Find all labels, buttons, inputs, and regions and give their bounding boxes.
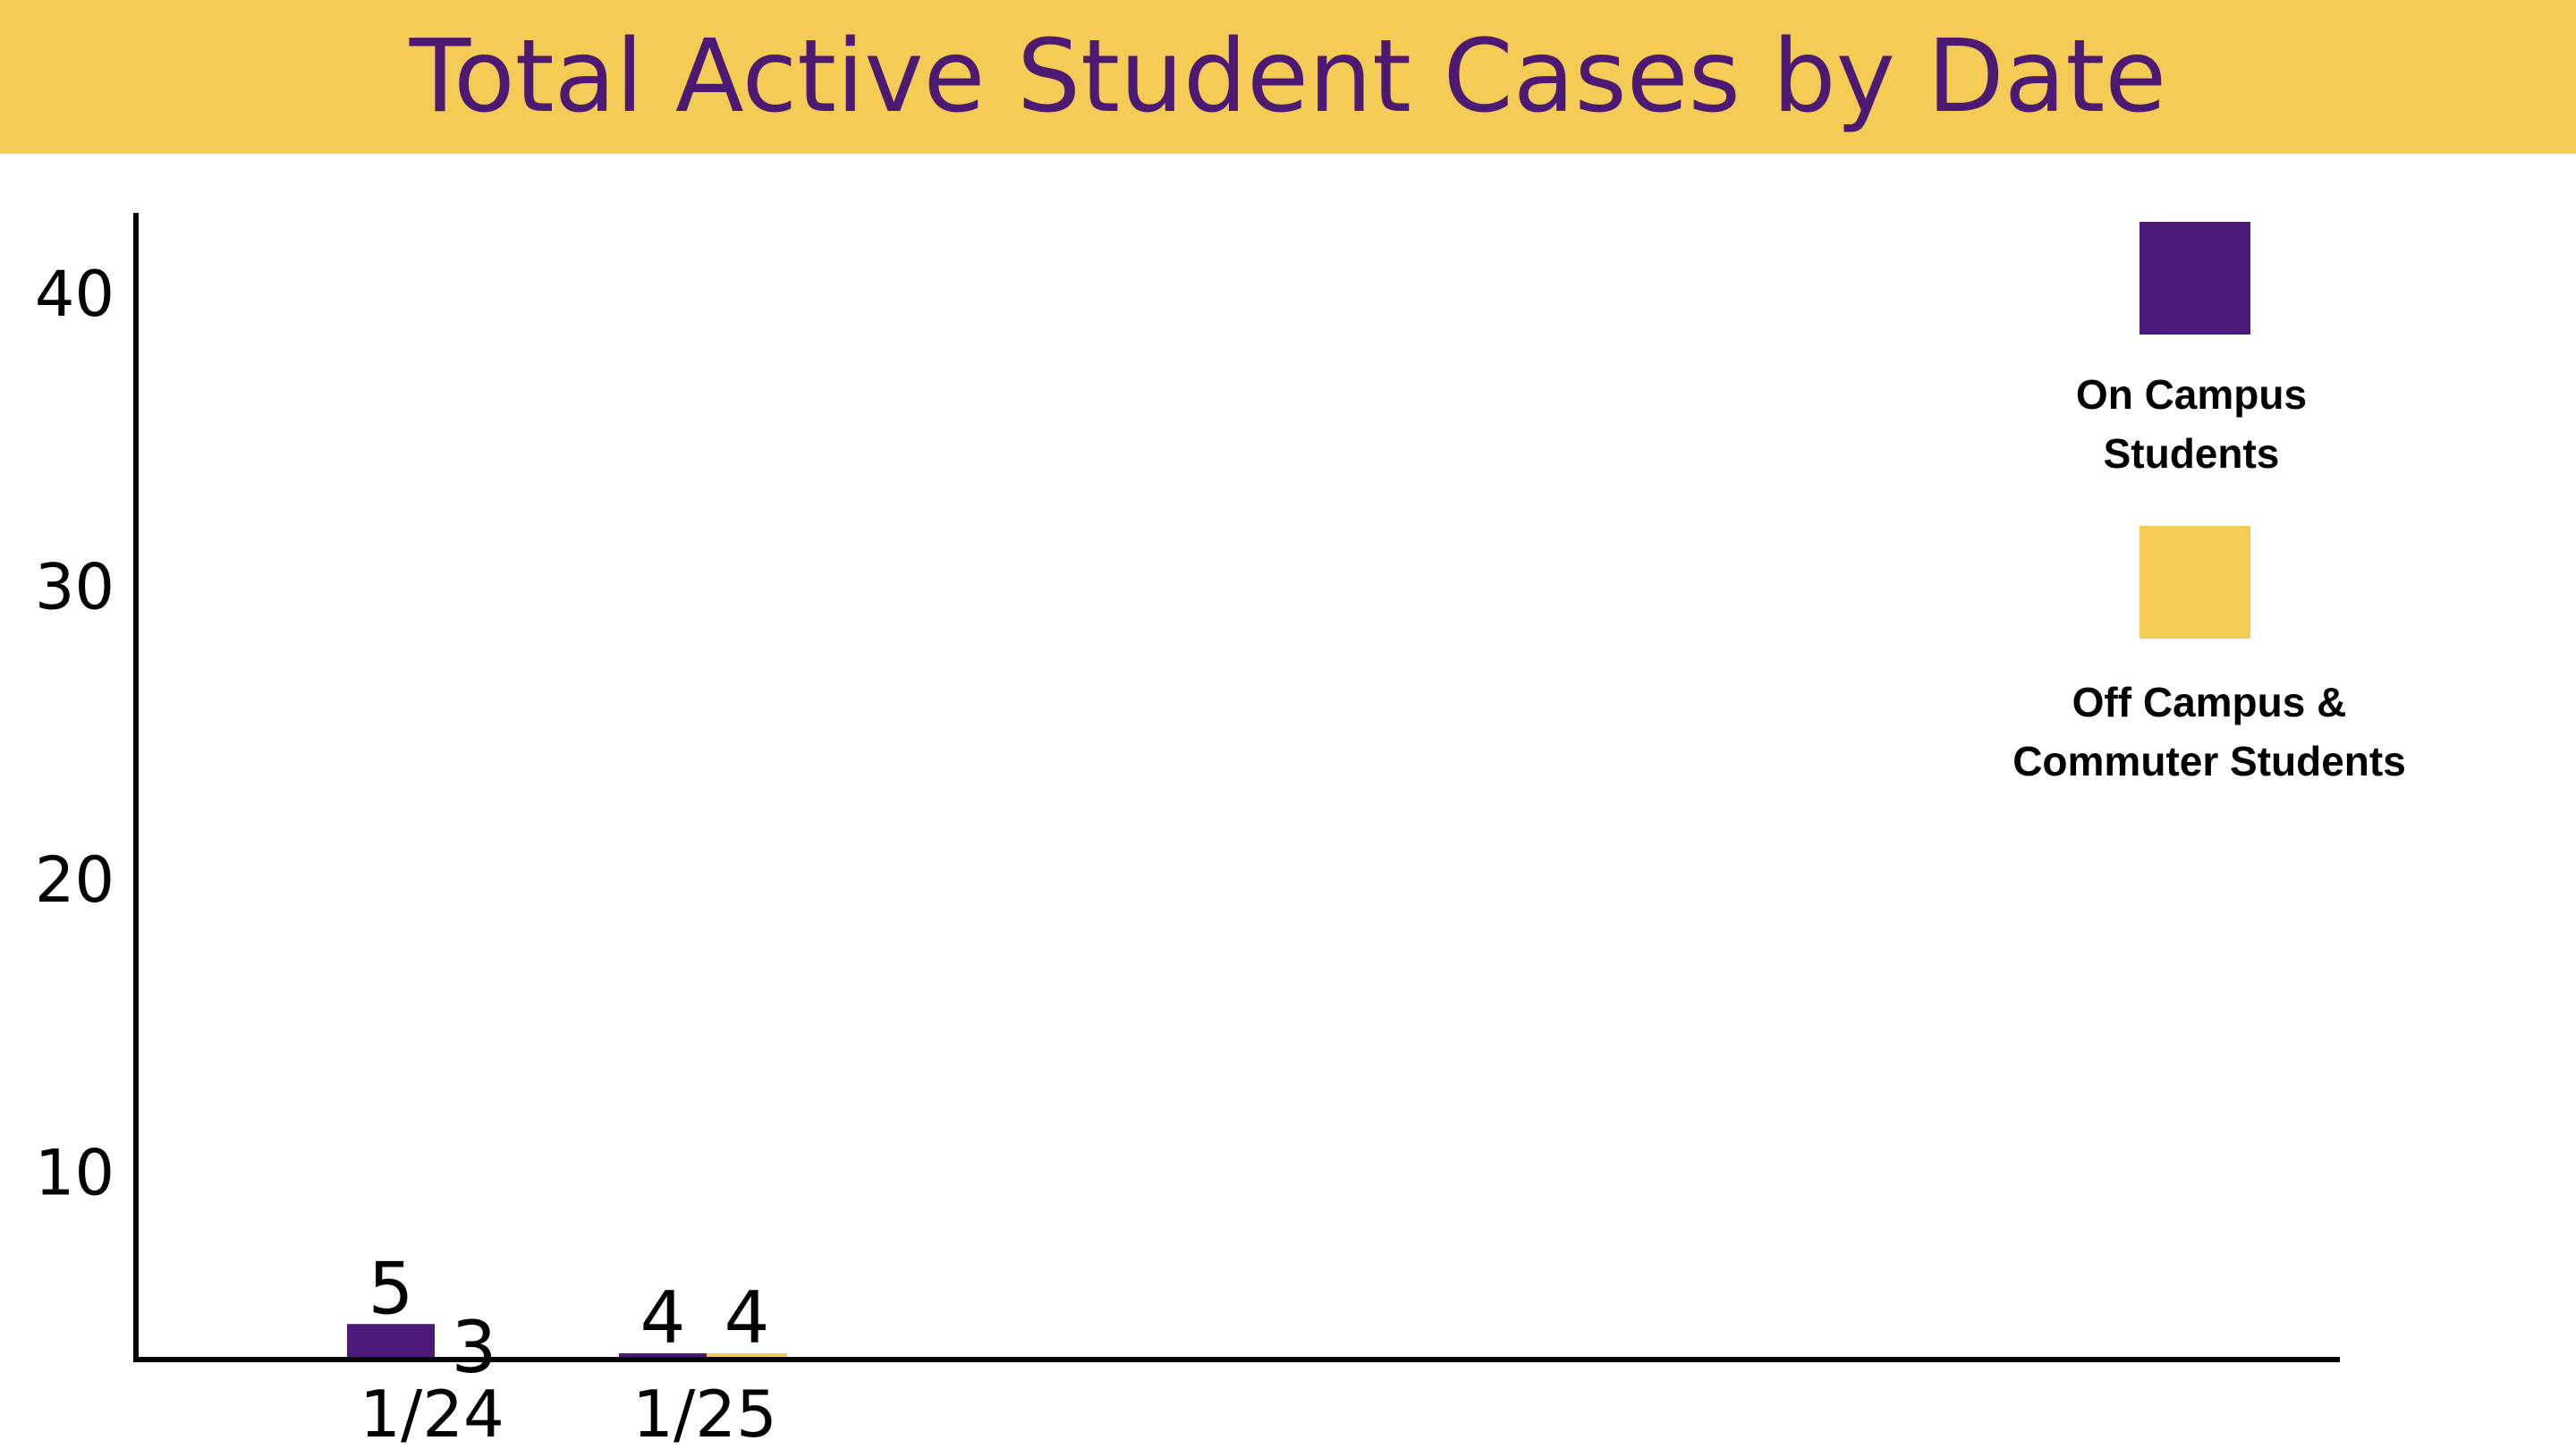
chart-title: Total Active Student Cases by Date: [409, 19, 2167, 135]
data-label: 5: [369, 1247, 414, 1330]
x-tick-label: 1/24: [360, 1377, 504, 1449]
y-axis-ticks: 10 20 30 40: [35, 258, 114, 1210]
legend-label-on-campus-line1: On Campus: [2075, 371, 2308, 418]
x-tick-label: 1/25: [632, 1377, 777, 1449]
legend-swatch-on-campus: [2140, 222, 2250, 335]
title-bar: [0, 0, 2576, 154]
y-tick-label: 40: [35, 258, 114, 331]
y-tick-label: 10: [35, 1137, 114, 1210]
data-label: 4: [640, 1276, 686, 1360]
bar-on-campus-1-24: [347, 1324, 435, 1357]
legend-swatch-off-campus: [2140, 526, 2250, 639]
legend-label-on-campus-line2: Students: [2103, 430, 2280, 477]
y-tick-label: 30: [35, 551, 114, 624]
legend-label-on-campus: On Campus Students: [1959, 365, 2424, 483]
data-label: 3: [452, 1306, 497, 1389]
legend-label-off-campus: Off Campus & Commuter Students: [1959, 673, 2460, 791]
legend-label-off-campus-line2: Commuter Students: [2012, 738, 2406, 784]
bar-off-campus-1-25: [707, 1353, 787, 1357]
y-tick-label: 20: [35, 843, 114, 917]
bars: [347, 1324, 787, 1357]
x-axis-ticks: 1/24 1/25: [360, 1377, 777, 1449]
data-label: 4: [724, 1276, 770, 1360]
data-labels: 53 4 4: [369, 1247, 770, 1389]
bar-on-campus-1-25: [619, 1353, 707, 1357]
legend-label-off-campus-line1: Off Campus &: [2072, 679, 2347, 725]
